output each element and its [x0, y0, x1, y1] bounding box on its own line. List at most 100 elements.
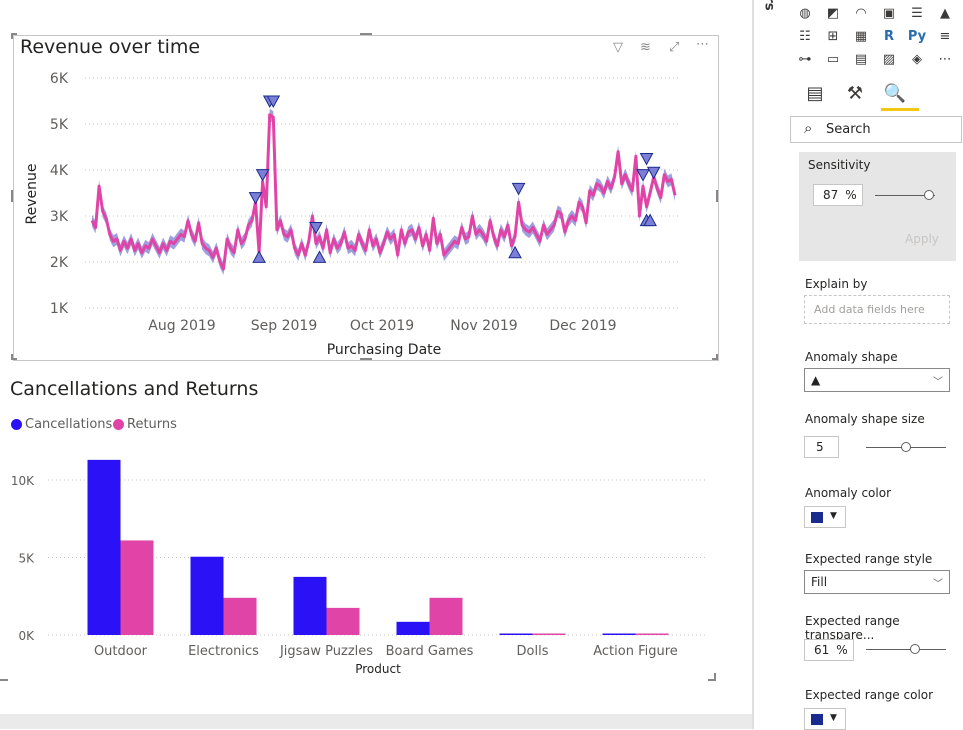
- anomaly-marker[interactable]: [636, 169, 650, 182]
- visualizations-pane: [786, 0, 963, 729]
- search-input[interactable]: [790, 116, 962, 143]
- transparency-slider-track[interactable]: [866, 649, 946, 650]
- decomposition-tree-icon[interactable]: ⊶: [798, 51, 812, 67]
- resize-handle[interactable]: [11, 33, 13, 39]
- anomaly-marker[interactable]: [646, 166, 661, 180]
- legend-label: Returns: [127, 417, 177, 432]
- anomaly-marker[interactable]: [639, 153, 654, 166]
- sensitivity-slider-thumb[interactable]: [923, 190, 934, 200]
- resize-handle[interactable]: [11, 33, 17, 35]
- legend-marker: [11, 419, 22, 430]
- kpi-icon[interactable]: ▲: [940, 5, 950, 21]
- color-swatch: [811, 714, 823, 725]
- r-visual-icon[interactable]: R: [883, 28, 894, 44]
- y-tick-label: 4K: [50, 163, 69, 179]
- expected-range-color-label: Expected range color: [805, 688, 934, 702]
- table-icon[interactable]: ⊞: [827, 28, 839, 44]
- resize-handle[interactable]: [11, 190, 13, 202]
- analytics-tab-icon[interactable]: 🔍: [883, 82, 907, 104]
- expected-range-transparency-input[interactable]: 61 %: [804, 639, 854, 661]
- y-tick-label: 1K: [50, 301, 69, 317]
- revenue-visual-frame[interactable]: [13, 35, 719, 361]
- narrative-icon[interactable]: ▤: [854, 51, 868, 67]
- explain-by-drop-zone[interactable]: Add data fields here: [804, 295, 950, 324]
- drill-icon[interactable]: ≋: [640, 40, 651, 55]
- format-tab-icon[interactable]: ⚒: [846, 82, 864, 104]
- anomaly-color-picker[interactable]: ▼: [804, 506, 846, 528]
- anomaly-shape-size-slider-thumb[interactable]: [901, 442, 911, 452]
- anomaly-marker[interactable]: [309, 222, 323, 235]
- qa-icon[interactable]: ▭: [826, 51, 840, 67]
- resize-handle[interactable]: [360, 358, 372, 360]
- bar[interactable]: [499, 633, 533, 636]
- filter-icon[interactable]: ▽: [613, 40, 623, 55]
- x-tick-label: Action Figure: [593, 644, 678, 659]
- anomaly-shape-select[interactable]: ▲ ﹀: [804, 368, 950, 392]
- bar[interactable]: [602, 633, 636, 636]
- anomaly-marker[interactable]: [511, 182, 526, 196]
- bar[interactable]: [429, 597, 463, 635]
- x-tick-label: Oct 2019: [350, 318, 414, 334]
- collapsed-pane-strip[interactable]: [754, 0, 786, 729]
- gauge-icon[interactable]: ◠: [855, 5, 867, 21]
- resize-handle[interactable]: [716, 354, 718, 360]
- anomaly-marker[interactable]: [266, 95, 281, 109]
- expected-range-style-select[interactable]: Fill ﹀: [804, 570, 950, 594]
- anomaly-marker[interactable]: [643, 213, 657, 227]
- resize-handle[interactable]: [360, 33, 372, 35]
- expected-range-color-picker[interactable]: ▼: [804, 708, 846, 730]
- multi-row-card-icon[interactable]: ☰: [911, 5, 923, 21]
- bar[interactable]: [120, 540, 154, 635]
- anomaly-marker[interactable]: [252, 250, 266, 263]
- key-influencers-icon[interactable]: ≡: [939, 28, 951, 44]
- anomaly-marker[interactable]: [255, 169, 270, 182]
- revenue-series-line: [90, 113, 677, 271]
- sensitivity-unit: %: [845, 188, 857, 202]
- resize-handle[interactable]: [708, 679, 716, 681]
- bar[interactable]: [190, 556, 224, 635]
- legend-item-returns[interactable]: Returns: [113, 417, 177, 432]
- globe-map-icon[interactable]: ◍: [799, 5, 811, 21]
- anomaly-shape-label: Anomaly shape: [805, 350, 898, 364]
- pane-divider[interactable]: [752, 0, 754, 729]
- anomaly-marker[interactable]: [312, 250, 327, 263]
- filled-map-icon[interactable]: ◩: [826, 5, 840, 21]
- matrix-icon[interactable]: ▦: [854, 28, 868, 44]
- card-icon[interactable]: ▣: [882, 5, 896, 21]
- fields-tab-icon[interactable]: ▤: [806, 82, 824, 104]
- resize-handle[interactable]: [11, 358, 17, 360]
- anomaly-shape-size-input[interactable]: 5: [804, 436, 839, 458]
- resize-handle[interactable]: [0, 679, 8, 681]
- resize-handle[interactable]: [716, 190, 718, 202]
- resize-handle[interactable]: [714, 673, 716, 681]
- focus-mode-icon[interactable]: ⤢: [669, 40, 680, 55]
- apply-button[interactable]: Apply: [905, 232, 939, 246]
- legend-label: Cancellations: [25, 417, 113, 432]
- paginated-icon[interactable]: ▨: [882, 51, 896, 67]
- bar[interactable]: [293, 576, 327, 635]
- x-tick-label: Dolls: [517, 644, 549, 659]
- python-visual-icon[interactable]: Py: [907, 28, 927, 44]
- sensitivity-input[interactable]: 87 %: [813, 184, 863, 206]
- resize-handle[interactable]: [712, 358, 718, 360]
- bar[interactable]: [396, 621, 430, 635]
- bar[interactable]: [223, 597, 257, 635]
- more-options-icon[interactable]: ⋯: [696, 37, 709, 52]
- bar[interactable]: [326, 607, 360, 635]
- bar[interactable]: [635, 633, 669, 636]
- anomaly-marker[interactable]: [248, 192, 263, 205]
- slicer-icon[interactable]: ☷: [799, 28, 811, 44]
- resize-handle[interactable]: [11, 354, 13, 360]
- legend-item-cancellations[interactable]: Cancellations: [11, 417, 112, 432]
- bar[interactable]: [87, 459, 121, 635]
- bar[interactable]: [532, 633, 566, 636]
- sensitivity-slider-track[interactable]: [875, 195, 935, 196]
- transparency-unit: %: [836, 643, 848, 657]
- power-apps-icon[interactable]: ◈: [912, 51, 922, 67]
- transparency-slider-thumb[interactable]: [909, 644, 920, 654]
- expected-range-transparency-label: Expected range transpare...: [805, 614, 900, 642]
- anomaly-marker[interactable]: [508, 245, 522, 259]
- collapsed-pane-label[interactable]: rs: [761, 0, 777, 11]
- more-visuals-icon[interactable]: ⋯: [938, 51, 952, 67]
- x-tick-label: Aug 2019: [148, 318, 215, 334]
